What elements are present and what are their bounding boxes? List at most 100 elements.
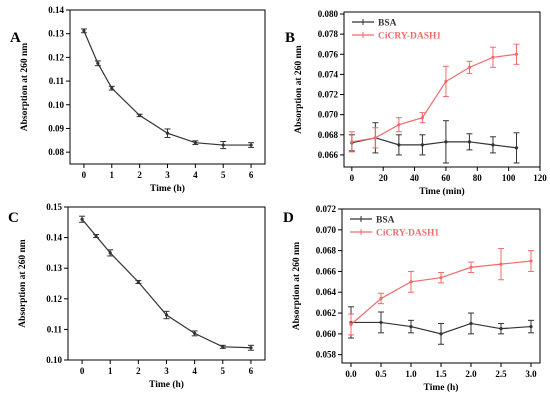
x-tick-label: 20 xyxy=(379,173,389,183)
data-point xyxy=(499,327,503,331)
x-tick-label: 5 xyxy=(221,366,226,376)
data-point xyxy=(529,259,533,263)
series-bsa xyxy=(348,306,534,345)
x-tick-label: 6 xyxy=(249,170,254,180)
y-tick-label: 0.10 xyxy=(46,355,62,365)
data-point xyxy=(420,143,424,147)
plot-frame xyxy=(67,206,266,361)
data-point xyxy=(467,140,472,144)
panel-letter: C xyxy=(8,210,19,226)
y-tick-label: 0.078 xyxy=(318,29,339,39)
series-bsa xyxy=(348,120,520,164)
series-line xyxy=(351,137,517,149)
y-axis-label: Absorption at 260 nm xyxy=(20,43,30,131)
data-point xyxy=(397,143,401,147)
legend-label: CiCRY-DASH1 xyxy=(378,32,441,42)
y-tick-label: 0.060 xyxy=(316,329,337,339)
x-tick-label: 3 xyxy=(165,170,170,180)
data-point xyxy=(439,276,443,280)
x-tick-label: 2.0 xyxy=(465,369,477,379)
x-tick-label: 100 xyxy=(502,173,516,183)
y-tick-label: 0.14 xyxy=(48,5,64,15)
x-axis-label: Time (min) xyxy=(419,186,464,197)
data-point xyxy=(409,280,413,284)
data-point xyxy=(420,116,424,120)
y-tick-label: 0.13 xyxy=(48,29,64,39)
y-tick-label: 0.068 xyxy=(316,246,337,256)
data-point xyxy=(469,321,473,326)
x-axis-label: Time (h) xyxy=(150,183,185,194)
x-tick-label: 120 xyxy=(533,173,547,183)
x-tick-label: 0.5 xyxy=(375,369,387,379)
data-point xyxy=(193,141,197,145)
x-tick-label: 0 xyxy=(80,366,85,376)
y-tick-label: 0.11 xyxy=(49,76,65,86)
y-tick-label: 0.14 xyxy=(46,233,62,243)
x-tick-label: 0.0 xyxy=(345,369,357,379)
y-tick-label: 0.11 xyxy=(47,324,63,334)
x-tick-label: 60 xyxy=(441,173,451,183)
plot-frame xyxy=(343,11,541,168)
data-point xyxy=(164,313,169,317)
data-point xyxy=(444,140,448,144)
data-point xyxy=(96,61,100,65)
x-tick-label: 40 xyxy=(410,173,420,183)
data-point xyxy=(469,265,473,269)
data-point xyxy=(379,320,383,325)
data-point xyxy=(514,52,519,56)
data-point xyxy=(491,55,495,59)
series-line xyxy=(81,218,251,349)
data-point xyxy=(221,345,225,349)
data-point xyxy=(467,65,472,69)
data-point xyxy=(514,146,519,150)
y-axis-label: Absorption at 260 nm xyxy=(294,45,304,133)
panel-letter: A xyxy=(10,30,21,46)
data-point xyxy=(439,332,443,336)
x-tick-label: 2.5 xyxy=(495,369,507,379)
data-point xyxy=(110,86,114,90)
x-tick-label: 0 xyxy=(350,173,355,183)
y-tick-label: 0.070 xyxy=(316,225,337,235)
x-tick-label: 0 xyxy=(82,170,87,180)
series-data xyxy=(80,28,255,150)
data-point xyxy=(350,140,354,144)
legend-label: BSA xyxy=(378,19,397,29)
y-tick-label: 0.066 xyxy=(316,266,337,276)
legend: BSA CiCRY-DASH1 xyxy=(350,216,439,239)
data-point xyxy=(379,296,383,301)
x-tick-label: 2 xyxy=(137,170,142,180)
data-point xyxy=(397,123,401,127)
x-tick-label: 3.0 xyxy=(525,369,537,379)
y-tick-label: 0.072 xyxy=(316,204,337,214)
y-tick-label: 0.13 xyxy=(46,263,62,273)
x-tick-label: 1.0 xyxy=(405,369,417,379)
x-tick-label: 5 xyxy=(221,170,226,180)
y-tick-label: 0.068 xyxy=(318,130,339,140)
y-tick-label: 0.064 xyxy=(316,287,337,297)
data-point xyxy=(373,136,377,140)
y-tick-label: 0.072 xyxy=(318,90,339,100)
x-tick-label: 4 xyxy=(193,170,198,180)
x-tick-label: 2 xyxy=(136,366,141,376)
series-cicry-dash1 xyxy=(348,248,534,336)
series-line xyxy=(83,30,252,146)
data-point xyxy=(349,322,353,327)
data-point xyxy=(138,113,142,118)
series-line xyxy=(351,53,517,143)
data-point xyxy=(193,331,197,335)
y-tick-label: 0.062 xyxy=(316,308,337,318)
data-point xyxy=(444,79,448,84)
data-point xyxy=(82,29,86,33)
legend-label: BSA xyxy=(376,216,395,226)
y-tick-label: 0.09 xyxy=(48,123,64,133)
data-point xyxy=(80,217,84,221)
y-tick-label: 0.12 xyxy=(48,52,64,62)
panel-letter: D xyxy=(283,210,294,226)
x-axis-label: Time (h) xyxy=(424,382,459,393)
y-tick-label: 0.070 xyxy=(318,110,339,120)
series-cicry-dash1 xyxy=(348,43,520,153)
plot-frame xyxy=(69,9,266,165)
data-point xyxy=(221,143,225,147)
x-tick-label: 80 xyxy=(473,173,483,183)
